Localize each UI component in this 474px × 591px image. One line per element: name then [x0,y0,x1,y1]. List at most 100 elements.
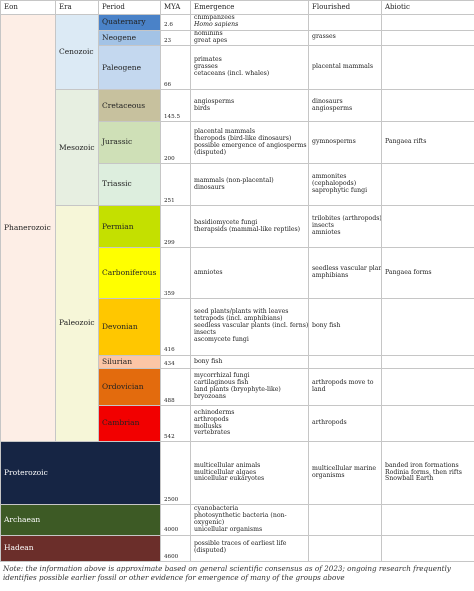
emergence-cell: possible traces of earliest life (dispute… [190,534,309,563]
cell-line: primates [194,56,222,64]
cell-line: theropods (bird-like dinosaurs) [194,134,292,142]
cell-line: multicellular marine [312,465,377,473]
mya-value: 359 [160,247,191,299]
cell-line: arthropods move to [312,379,374,387]
cell-line: dinosaurs [312,97,343,105]
cell-line: tetrapods (incl. amphibians) [194,315,283,323]
cell-line: bryozoans [194,393,226,401]
cell-line: Homo sapiens [194,21,239,29]
cell-line: multicellular algaes [194,468,257,476]
era-paleozoic: Paleozoic [55,205,99,442]
flourished-cell: placental mammals [308,45,382,91]
header-period: Period [98,0,161,15]
abiotic-cell: banded iron formations Rodinia forms, the… [381,440,474,506]
flourished-cell [308,354,382,370]
emergence-cell: primates grasses cetaceans (incl. whales) [190,45,309,91]
cell-line: (cephalopods) [312,180,357,188]
cell-line: possible emergence of angiosperms [194,141,307,149]
emergence-cell: bony fish [190,354,309,370]
period-neogene: Neogene [98,29,161,47]
cell-line: birds [194,104,211,112]
cell-line: banded iron formations [385,461,459,469]
cell-line: cyanobacteria [194,504,239,512]
mya-value: 2.6 [160,14,191,31]
cell-line: trilobites (arthropods) [312,215,382,223]
header-row: Eon Era Period MYA Emergence Flourished … [0,0,474,15]
mya-value: 488 [160,368,191,407]
mya-value: 4600 [160,534,191,563]
cell-line: (disputed) [194,148,226,156]
eon-hadean: Hadean [0,534,161,563]
table-row: Hadean 4600 possible traces of earliest li… [0,534,474,563]
abiotic-cell [381,504,474,536]
abiotic-cell [381,14,474,31]
period-carboniferous: Carboniferous [98,247,161,299]
emergence-cell: placental mammals theropods (bird-like di… [190,121,309,165]
cell-line: placental mammals [194,127,255,135]
eon-archaean: Archaean [0,504,161,536]
cell-line: hominins [194,30,223,38]
abiotic-cell [381,29,474,47]
cell-line: angiosperms [194,97,235,105]
table-row: Triassic 251 mammals (non-placental) dinosa… [1,163,474,207]
emergence-cell: mycorrhizal fungi cartilaginous fish land … [190,368,309,407]
flourished-cell: gymnosperms [308,121,382,165]
cell-line: oxygenic) [194,518,225,526]
flourished-cell: dinosaurs angiosperms [308,89,382,123]
period-silurian: Silurian [98,354,161,370]
era-cenozoic: Cenozoic [55,13,99,91]
cell-line: arthropods [194,415,229,423]
flourished-cell: arthropods [308,405,382,442]
table-row: Silurian 434 bony fish [1,354,474,370]
cell-line: dinosaurs [194,183,225,191]
cell-line: mycorrhizal fungi [194,372,250,380]
header-eon: Eon [0,0,56,15]
period-cambrian: Cambrian [98,405,161,442]
flourished-cell: seedless vascular plants amphibians [308,247,382,299]
cell-line: arthropods [312,419,347,427]
cell-line: amniotes [312,229,341,237]
period-devonian: Devonian [98,297,161,356]
cell-line: insects [194,329,216,337]
flourished-cell [308,14,382,31]
header-mya: MYA [160,0,191,15]
footnote: Note: the information above is approxima… [3,564,451,582]
emergence-cell: angiosperms birds [190,89,309,123]
table-row: Archaean 4000 cyanobacteria photosynthetic … [0,504,474,536]
header-emergence: Emergence [190,0,309,15]
table-row: Paleozoic Permian 299 basidiomycete fungi th… [1,205,474,442]
cell-line: grasses [194,63,218,71]
abiotic-cell [381,354,474,370]
emergence-cell: mammals (non-placental) dinosaurs [190,163,309,207]
era-mesozoic: Mesozoic [55,89,99,207]
cell-line: insects [312,222,334,230]
cell-line: seedless vascular plants (incl. ferns) [194,322,309,330]
header-abiotic: Abiotic [381,0,474,15]
flourished-cell: grasses [308,29,382,47]
cell-line: seedless vascular plants [312,265,382,273]
period-paleogene: Paleogene [98,45,161,91]
cell-line: unicellular eukaryotes [194,475,265,483]
flourished-cell: trilobites (arthropods) insects amniotes [308,205,382,249]
abiotic-cell [381,205,474,249]
cell-line: therapsids (mammal-like reptiles) [194,225,301,233]
period-quaternary: Quaternary [98,14,161,31]
cell-line: land plants (bryophyte-like) [194,386,281,394]
table-row: Mesozoic Cretaceous 145.5 angiosperms birds d… [1,89,474,207]
cell-line: organisms [312,472,345,479]
emergence-cell: cyanobacteria photosynthetic bacteria (no… [190,504,309,536]
cell-line: seed plants/plants with leaves [194,308,289,316]
abiotic-cell: Pangaea forms [381,247,474,299]
flourished-cell: ammonites (cephalopods) saprophytic fungi [308,163,382,207]
mya-value: 2500 [160,440,191,506]
period-ordovician: Ordovician [98,368,161,407]
flourished-cell [308,504,382,536]
abiotic-cell [381,163,474,207]
abiotic-cell [381,45,474,91]
cell-line: ascomycete fungi [194,336,249,344]
cell-line: gymnosperms [312,138,356,146]
cell-line: mammals (non-placental) [194,176,274,184]
cell-line: Pangaea rifts [385,138,427,146]
table-row: Proterozoic 2500 multicellular animals mult… [0,440,474,506]
abiotic-cell [381,297,474,356]
